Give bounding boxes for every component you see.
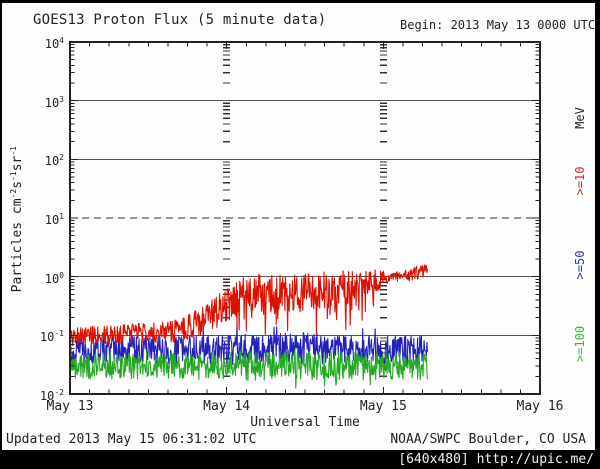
proton-flux-plot (69, 41, 541, 395)
chart-canvas: GOES13 Proton Flux (5 minute data) Begin… (2, 3, 595, 450)
y-tick-label-10e2: 102 (44, 153, 64, 169)
y-axis-title: Particles cm-2s-1sr-1 (8, 146, 26, 293)
y-tick-label-10e-2: 10-2 (39, 388, 64, 403)
series--10-mev (69, 264, 428, 347)
legend-50: >=50 (573, 250, 587, 280)
y-tick-label-10e1: 101 (44, 212, 64, 227)
x-tick-label-may-16: May 16 (516, 399, 564, 414)
day-boundary-tick-columns (223, 44, 387, 377)
series--100-mev (69, 349, 428, 389)
x-tick-label-may-14: May 14 (203, 399, 251, 414)
legend-units-mev: MeV (573, 107, 587, 129)
x-tick-label-may-15: May 15 (359, 399, 407, 414)
begin-timestamp-label: Begin: 2013 May 13 0000 UTC (400, 18, 596, 32)
source-credit: NOAA/SWPC Boulder, CO USA (390, 432, 586, 447)
x-axis-title: Universal Time (250, 415, 360, 430)
gridlines (70, 100, 540, 336)
x-tick-label-may-13: May 13 (46, 399, 94, 414)
y-tick-label-10e3: 103 (44, 94, 64, 110)
axis-ticks (70, 42, 540, 394)
y-tick-label-10e-1: 10-1 (39, 329, 64, 345)
watermark-bar: [640x480] http://upic.me/ (0, 450, 600, 469)
y-tick-label-10e0: 100 (44, 270, 64, 286)
watermark-text: [640x480] http://upic.me/ (398, 452, 594, 467)
y-tick-label-10e4: 104 (44, 36, 64, 51)
legend-10: >=10 (573, 166, 587, 196)
chart-title: GOES13 Proton Flux (5 minute data) (33, 12, 327, 28)
legend-100: >=100 (573, 325, 587, 363)
flux-series-lines (69, 264, 428, 389)
updated-timestamp: Updated 2013 May 15 06:31:02 UTC (6, 432, 257, 447)
